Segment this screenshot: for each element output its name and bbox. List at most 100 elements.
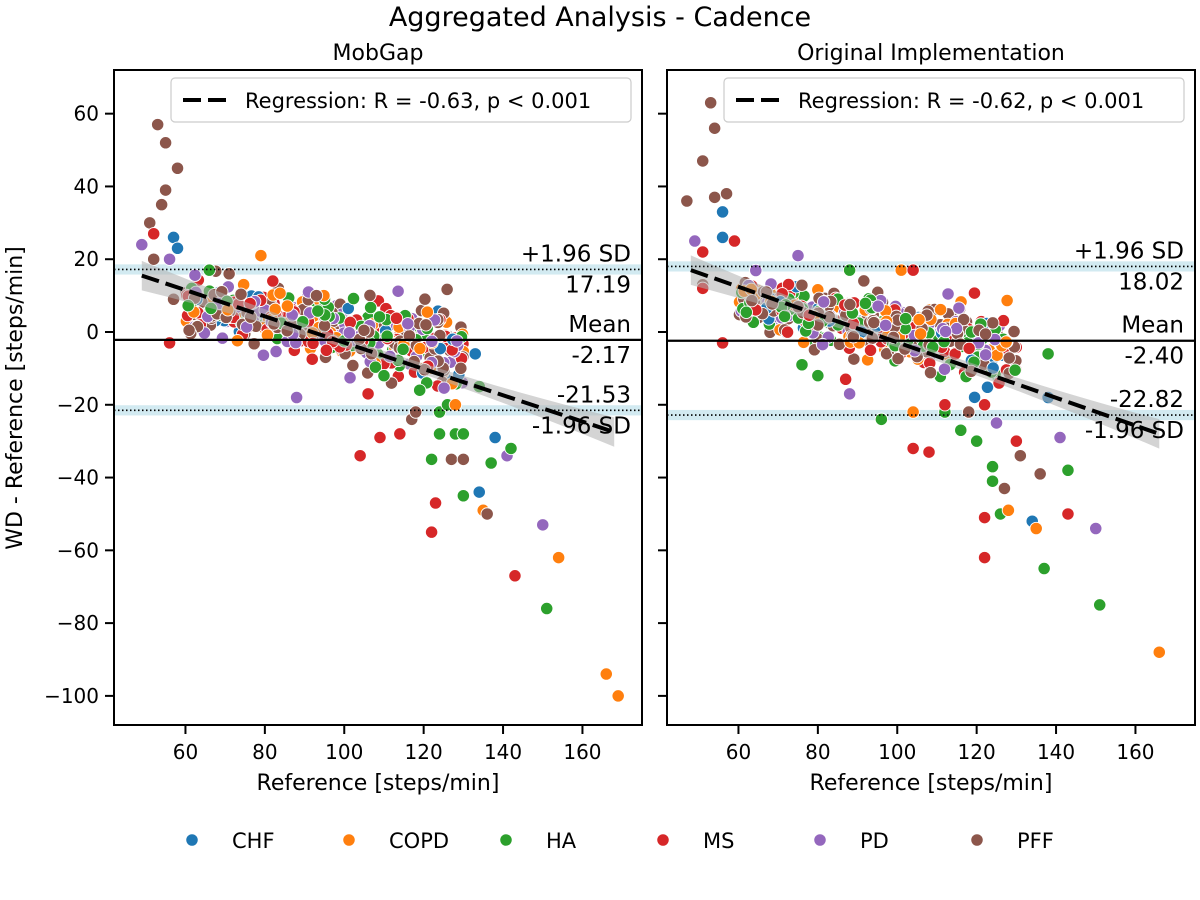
legend-label-ha: HA <box>546 829 577 853</box>
regression-confidence-band <box>141 260 615 447</box>
data-point <box>346 291 361 306</box>
regression-legend-label: Regression: R = -0.63, p < 0.001 <box>245 89 591 113</box>
data-point <box>970 434 984 448</box>
data-point <box>696 154 710 168</box>
data-point <box>280 299 295 313</box>
data-point <box>456 452 471 467</box>
data-point <box>952 301 966 315</box>
data-point <box>488 430 502 445</box>
data-point <box>1013 449 1027 463</box>
data-point <box>311 304 325 318</box>
data-point <box>906 441 920 456</box>
panel-title: Original Implementation <box>797 41 1065 66</box>
data-point <box>504 441 518 456</box>
x-tick-label: 80 <box>252 740 277 764</box>
y-tick-label: 0 <box>86 320 99 344</box>
data-point <box>372 310 387 324</box>
data-point <box>368 360 383 374</box>
data-point <box>424 525 439 539</box>
data-point <box>468 347 482 361</box>
data-point <box>739 305 753 319</box>
data-point <box>346 358 360 373</box>
data-point <box>894 263 908 277</box>
data-point <box>707 121 722 135</box>
data-point <box>912 312 926 327</box>
data-point <box>508 569 522 583</box>
data-point <box>857 274 871 288</box>
data-point <box>941 287 955 301</box>
data-point <box>599 667 613 681</box>
data-point <box>413 383 427 397</box>
data-point <box>967 286 982 300</box>
data-point <box>273 286 287 300</box>
legend-label-pff: PFF <box>1017 829 1054 853</box>
data-point <box>997 481 1012 496</box>
y-tick-label: 60 <box>74 102 99 126</box>
data-point <box>419 318 433 332</box>
data-point <box>715 205 730 219</box>
data-point <box>871 299 885 313</box>
data-point <box>396 342 410 356</box>
data-point <box>170 241 185 255</box>
data-point <box>791 248 805 263</box>
data-point <box>413 341 427 356</box>
data-point <box>938 324 953 339</box>
data-point <box>147 227 161 241</box>
data-point <box>409 405 423 419</box>
data-point <box>1061 463 1075 477</box>
y-tick-label: −20 <box>57 393 99 417</box>
data-point <box>688 234 702 248</box>
data-point <box>913 327 928 341</box>
data-point <box>401 317 415 331</box>
data-point <box>922 445 936 459</box>
data-point <box>715 336 730 350</box>
data-point <box>977 398 992 412</box>
data-point <box>182 323 196 337</box>
data-point <box>858 296 873 311</box>
data-point <box>727 234 742 248</box>
data-point <box>749 263 763 278</box>
plot-area: +1.96 SD 17.19 Mean -2.17 -21.53 -1.96 SD 60 80… <box>44 69 643 764</box>
legend-marker-pff <box>970 833 984 847</box>
data-point <box>1089 521 1103 536</box>
data-point <box>428 496 443 510</box>
data-point <box>1033 467 1047 481</box>
data-point <box>811 369 825 383</box>
data-point <box>611 689 625 703</box>
data-point <box>978 348 993 362</box>
upper-loa-label: +1.96 SD <box>1074 238 1184 264</box>
data-point <box>319 343 334 357</box>
data-point <box>1029 521 1043 536</box>
x-tick-label: 120 <box>958 740 996 764</box>
data-point <box>289 390 304 405</box>
data-point <box>1009 434 1024 448</box>
data-point <box>949 322 964 336</box>
legend: CHF COPD HA MS PD PFF <box>185 829 1054 853</box>
data-point <box>1007 324 1021 339</box>
data-point <box>957 312 971 327</box>
legend-label-pd: PD <box>860 829 889 853</box>
lower-loa-value: -22.82 <box>1110 387 1184 413</box>
legend-label-chf: CHF <box>232 829 275 853</box>
data-point <box>906 405 920 419</box>
data-point <box>843 297 857 312</box>
data-point <box>704 96 718 110</box>
y-tick-label: −100 <box>44 684 99 708</box>
data-point <box>906 263 920 277</box>
data-point <box>393 427 407 441</box>
data-point <box>448 398 463 412</box>
data-point <box>357 323 371 337</box>
data-point <box>1041 347 1055 361</box>
data-point <box>795 278 809 292</box>
data-point <box>222 267 236 281</box>
data-point <box>432 427 447 441</box>
data-point <box>985 459 1000 474</box>
data-point <box>309 288 324 303</box>
data-point <box>1001 503 1016 517</box>
data-point <box>456 489 471 503</box>
x-tick-label: 80 <box>805 740 830 764</box>
data-point <box>989 416 1004 430</box>
x-tick-label: 160 <box>1116 740 1154 764</box>
data-point <box>962 405 976 419</box>
regression-line <box>690 268 1160 436</box>
